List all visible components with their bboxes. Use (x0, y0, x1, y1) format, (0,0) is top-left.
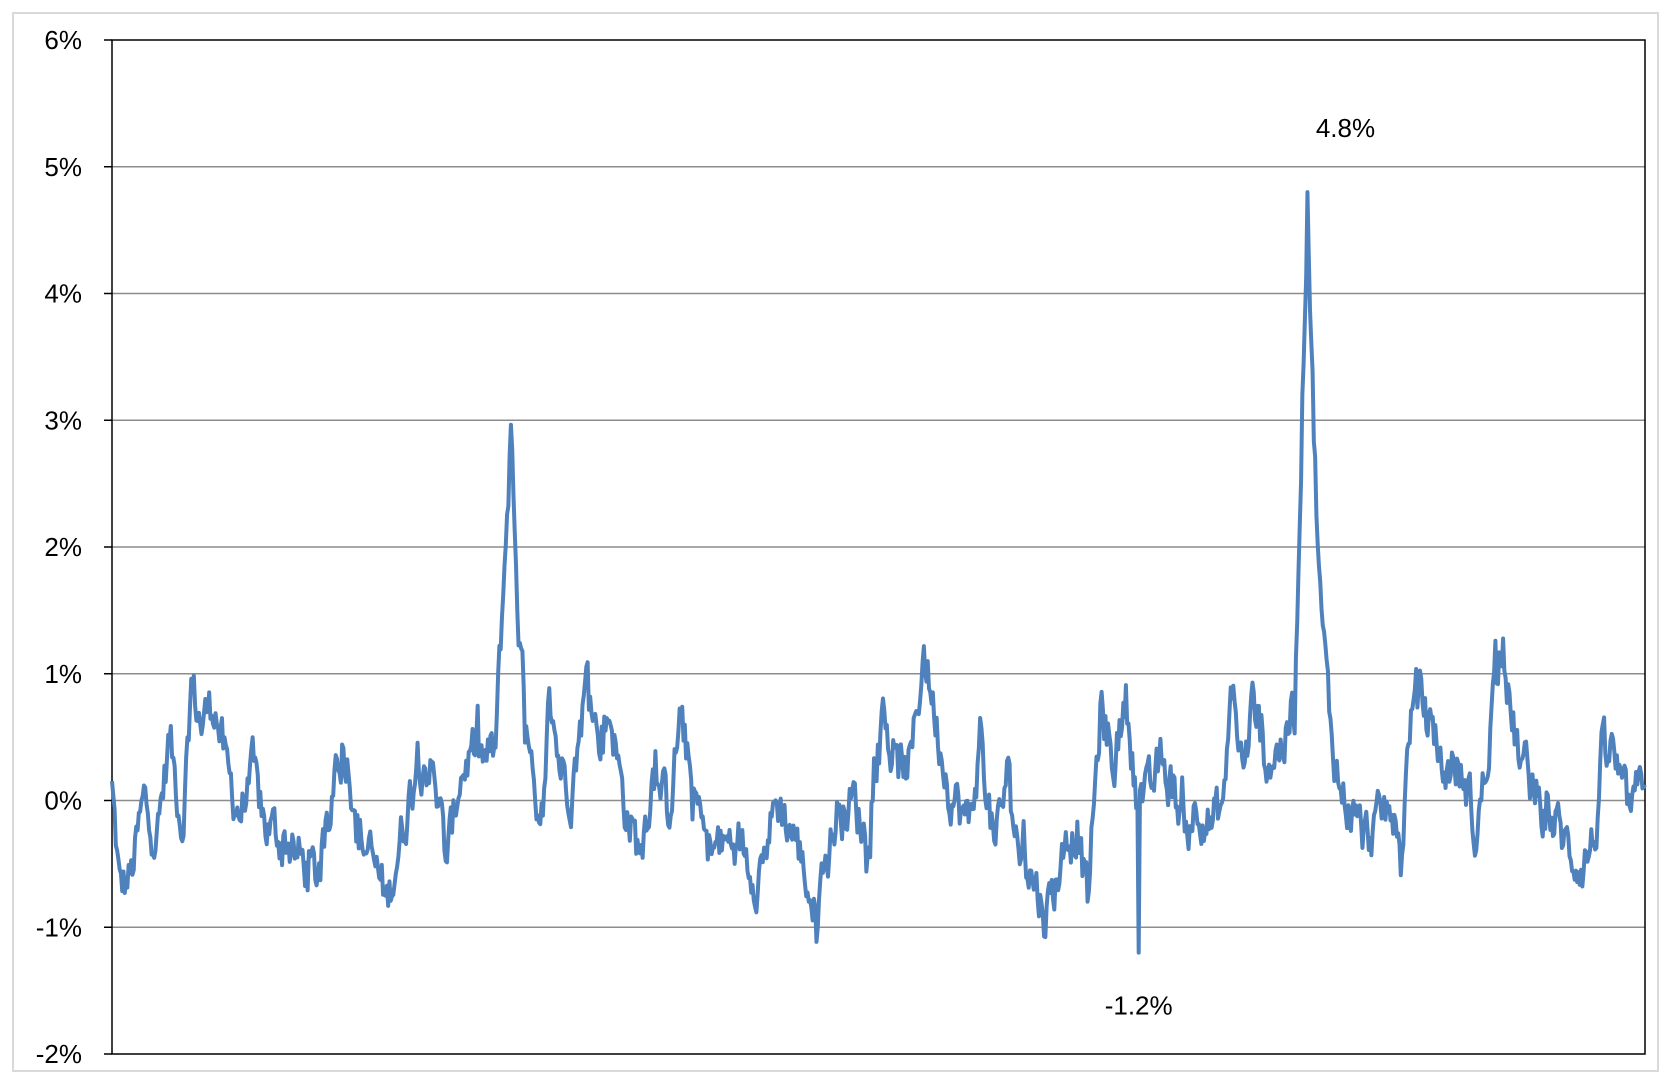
data-annotation: 4.8% (1316, 113, 1375, 143)
chart-frame (12, 12, 1659, 1072)
y-tick-label: 4% (44, 279, 82, 309)
y-axis-tick-labels: -2% -1% 0% 1% 2% 3% 4% 5% 6% (36, 25, 112, 1069)
y-tick-label: 0% (44, 786, 82, 816)
y-tick-label: -2% (36, 1039, 82, 1069)
y-tick-label: 5% (44, 152, 82, 182)
y-tick-label: 6% (44, 25, 82, 55)
series-line-0 (110, 190, 1647, 955)
gridlines (112, 166, 1645, 928)
y-tick-label: 2% (44, 532, 82, 562)
y-tick-label: -1% (36, 912, 82, 942)
series-layer (110, 190, 1647, 955)
annotations: 4.8% -1.2% (1105, 113, 1375, 1021)
y-tick-label: 1% (44, 659, 82, 689)
y-tick-label: 3% (44, 405, 82, 435)
data-annotation: -1.2% (1105, 991, 1173, 1021)
